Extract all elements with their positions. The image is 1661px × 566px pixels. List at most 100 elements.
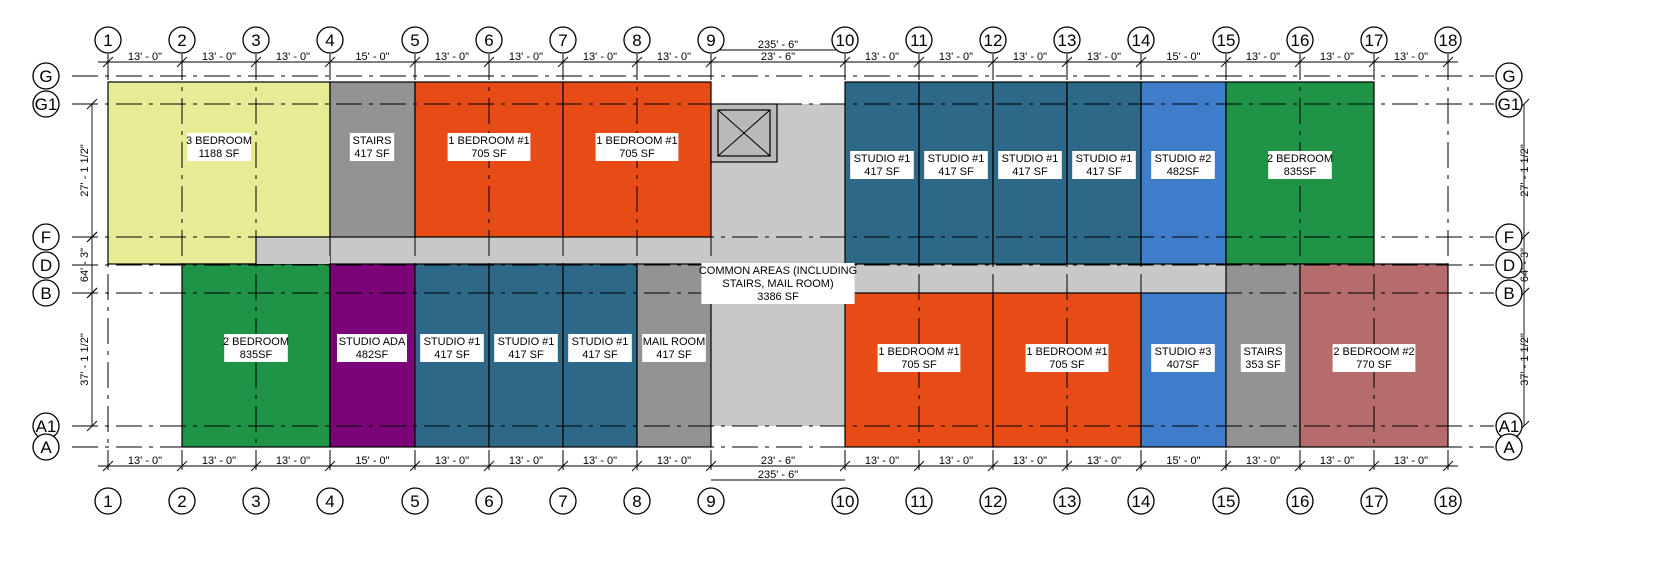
- svg-text:1 BEDROOM #1: 1 BEDROOM #1: [596, 135, 677, 147]
- top-dimension-3: 13' - 0": [276, 51, 310, 63]
- svg-text:STUDIO #1: STUDIO #1: [424, 336, 481, 348]
- svg-text:2: 2: [177, 492, 186, 511]
- grid-bubble-bottom-4: 4: [316, 487, 344, 515]
- grid-bubble-bottom-1: 1: [94, 487, 122, 515]
- top-dimension-14: 15' - 0": [1166, 51, 1200, 63]
- room-common-corridor-west: [256, 237, 711, 264]
- grid-bubble-top-15: 15: [1212, 26, 1240, 54]
- svg-text:D: D: [40, 256, 52, 275]
- svg-text:417 SF: 417 SF: [582, 349, 618, 361]
- svg-text:705 SF: 705 SF: [619, 148, 655, 160]
- svg-text:4: 4: [325, 31, 334, 50]
- grid-bubble-top-6: 6: [475, 26, 503, 54]
- bottom-dimension-12: 13' - 0": [1013, 455, 1047, 467]
- grid-bubble-top-12: 12: [979, 26, 1007, 54]
- grid-bubble-bottom-14: 14: [1127, 487, 1155, 515]
- grid-bubble-left-G1: G1: [32, 90, 60, 118]
- svg-text:13: 13: [1058, 31, 1077, 50]
- svg-text:7: 7: [558, 31, 567, 50]
- left-corridor-depth: 64' - 3": [79, 248, 91, 282]
- svg-text:G1: G1: [1498, 95, 1521, 114]
- grid-bubble-top-5: 5: [401, 26, 429, 54]
- right-corridor-depth: 64' - 3": [1519, 248, 1531, 282]
- grid-bubble-bottom-17: 17: [1360, 487, 1388, 515]
- svg-text:11: 11: [910, 492, 928, 511]
- svg-text:STAIRS: STAIRS: [1244, 346, 1283, 358]
- svg-text:8: 8: [632, 492, 641, 511]
- svg-text:6: 6: [484, 31, 493, 50]
- bottom-dimension-11: 13' - 0": [939, 455, 973, 467]
- svg-text:482SF: 482SF: [356, 349, 389, 361]
- svg-text:770 SF: 770 SF: [1356, 359, 1392, 371]
- top-dimension-15: 13' - 0": [1246, 51, 1280, 63]
- bottom-dimension-6: 13' - 0": [509, 455, 543, 467]
- grid-bubble-bottom-8: 8: [623, 487, 651, 515]
- room-three-bedroom: [107, 81, 331, 265]
- svg-text:16: 16: [1291, 31, 1310, 50]
- bottom-dimension-2: 13' - 0": [202, 455, 236, 467]
- top-dimension-5: 13' - 0": [435, 51, 469, 63]
- grid-bubble-right-D: D: [1495, 251, 1523, 279]
- grid-bubble-top-13: 13: [1053, 26, 1081, 54]
- grid-bubble-right-F: F: [1495, 223, 1523, 251]
- svg-text:STAIRS, MAIL ROOM): STAIRS, MAIL ROOM): [722, 278, 833, 290]
- bottom-dimension-1: 13' - 0": [128, 455, 162, 467]
- svg-text:417 SF: 417 SF: [656, 349, 692, 361]
- bottom-dimension-9: 23' - 6": [761, 455, 795, 467]
- svg-text:3: 3: [251, 31, 260, 50]
- top-dimension-12: 13' - 0": [1013, 51, 1047, 63]
- bottom-dimension-13: 13' - 0": [1087, 455, 1121, 467]
- svg-text:417 SF: 417 SF: [1012, 166, 1048, 178]
- top-dimension-1: 13' - 0": [128, 51, 162, 63]
- bottom-dimension-4: 15' - 0": [355, 455, 389, 467]
- svg-text:18: 18: [1439, 492, 1458, 511]
- svg-text:F: F: [41, 228, 51, 247]
- svg-text:4: 4: [325, 492, 334, 511]
- grid-lines: [72, 54, 1494, 470]
- svg-text:10: 10: [836, 31, 855, 50]
- grid-bubble-right-G: G: [1495, 62, 1523, 90]
- svg-text:417 SF: 417 SF: [508, 349, 544, 361]
- bottom-dimension-10: 13' - 0": [865, 455, 899, 467]
- bottom-dimension-5: 13' - 0": [435, 455, 469, 467]
- overall-dimension-bottom: 235' - 6": [758, 469, 798, 481]
- top-dimension-16: 13' - 0": [1320, 51, 1354, 63]
- top-dimension-8: 13' - 0": [657, 51, 691, 63]
- svg-text:B: B: [40, 284, 51, 303]
- svg-text:1: 1: [103, 492, 112, 511]
- svg-text:705 SF: 705 SF: [1049, 359, 1085, 371]
- svg-text:17: 17: [1365, 31, 1384, 50]
- top-dimension-13: 13' - 0": [1087, 51, 1121, 63]
- svg-text:A: A: [40, 438, 52, 457]
- grid-bubble-left-G: G: [32, 62, 60, 90]
- elevator-shaft-icon: [710, 103, 778, 163]
- bottom-dimension-14: 15' - 0": [1166, 455, 1200, 467]
- grid-bubble-bottom-9: 9: [697, 487, 725, 515]
- svg-text:1: 1: [103, 31, 112, 50]
- svg-text:F: F: [1504, 228, 1514, 247]
- svg-text:2 BEDROOM #2: 2 BEDROOM #2: [1333, 346, 1414, 358]
- grid-bubble-top-4: 4: [316, 26, 344, 54]
- grid-bubble-top-9: 9: [697, 26, 725, 54]
- grid-bubble-right-G1: G1: [1495, 90, 1523, 118]
- svg-text:9: 9: [706, 31, 715, 50]
- svg-text:A: A: [1503, 438, 1515, 457]
- svg-text:STUDIO #2: STUDIO #2: [1155, 153, 1212, 165]
- svg-text:A1: A1: [36, 417, 57, 436]
- right-lower-depth: 37' - 1 1/2": [1519, 333, 1531, 386]
- grid-bubble-left-A: A: [32, 433, 60, 461]
- svg-text:353 SF: 353 SF: [1245, 359, 1281, 371]
